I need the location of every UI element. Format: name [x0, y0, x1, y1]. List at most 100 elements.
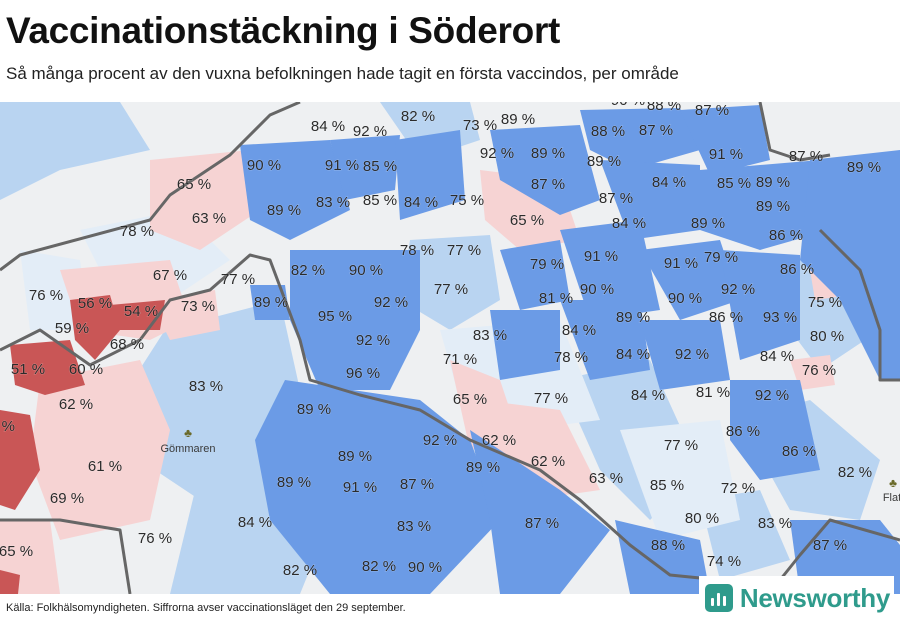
area-percentage-label: 90 %	[408, 559, 442, 576]
area-percentage-label: 82 %	[283, 562, 317, 579]
area-percentage-label: 82 %	[401, 108, 435, 125]
area-percentage-label: 92 %	[675, 346, 709, 363]
area-percentage-label: 77 %	[221, 271, 255, 288]
area-percentage-label: 84 %	[238, 514, 272, 531]
area-percentage-label: 76 %	[802, 362, 836, 379]
area-percentage-label: 95 %	[318, 308, 352, 325]
area-percentage-label: 78 %	[120, 223, 154, 240]
brand-name: Newsworthy	[739, 582, 890, 613]
area-percentage-label: 87 %	[400, 476, 434, 493]
area-percentage-label: 82 %	[362, 558, 396, 575]
area-percentage-label: 87 %	[531, 176, 565, 193]
area-percentage-label: 91 %	[664, 255, 698, 272]
area-percentage-label: 85 %	[363, 192, 397, 209]
area-percentage-label: 92 %	[480, 145, 514, 162]
very-low-coverage-areas	[0, 295, 165, 594]
border-line	[758, 102, 831, 162]
area-percentage-label: 84 %	[616, 346, 650, 363]
area-percentage-label: 89 %	[267, 202, 301, 219]
area-percentage-label: 72 %	[721, 480, 755, 497]
area-percentage-label: 79 %	[530, 256, 564, 273]
area-percentage-label: 91 %	[343, 479, 377, 496]
map-canvas: 84 % 92 %82 %73 % 89 %88 % 87 %87 %88 %90 %…	[0, 102, 900, 594]
area-percentage-label: 59 %	[55, 320, 89, 337]
area-percentage-label: 91 %	[325, 157, 359, 174]
area-percentage-label: 89 %	[501, 111, 535, 128]
place-gommaren: ♣ Gömmaren	[160, 426, 215, 455]
area-percentage-label: 86 %	[709, 309, 743, 326]
area-percentage-label: 56 %	[78, 295, 112, 312]
area-percentage-label: 85 %	[363, 158, 397, 175]
area-percentage-label: 89 %	[616, 309, 650, 326]
area-percentage-label: 75 %	[450, 192, 484, 209]
area-percentage-label: 90 %	[580, 281, 614, 298]
area-percentage-label: 89 %	[691, 215, 725, 232]
area-percentage-label: 75 %	[808, 294, 842, 311]
area-percentage-label: 85 %	[717, 175, 751, 192]
area-percentage-label: 83 %	[397, 518, 431, 535]
area-percentage-label: 92 %	[356, 332, 390, 349]
area-percentage-label: 87 %	[639, 122, 673, 139]
area-percentage-label: 89 %	[847, 159, 881, 176]
tree-icon: ♣	[184, 426, 192, 440]
area-percentage-label: 84 %	[760, 348, 794, 365]
area-percentage-label: 88 %	[591, 123, 625, 140]
area-percentage-label: 87 %	[813, 537, 847, 554]
map-subtitle: Så många procent av den vuxna befolkning…	[6, 64, 679, 83]
area-percentage-label: 92 %	[721, 281, 755, 298]
source-note: Källa: Folkhälsomyndigheten. Siffrorna a…	[6, 602, 406, 614]
area-percentage-label: 73 %	[463, 117, 497, 134]
area-percentage-label: 87 %	[695, 102, 729, 119]
area-percentage-label: 89 %	[587, 153, 621, 170]
area-percentage-label: 83 %	[189, 378, 223, 395]
area-percentage-label: 87 %	[525, 515, 559, 532]
area-percentage-label: 89 %	[338, 448, 372, 465]
very-high-coverage-areas	[240, 105, 900, 594]
area-percentage-label: 84 %	[652, 174, 686, 191]
area-percentage-label: 63 %	[589, 470, 623, 487]
area-percentage-label: 65 %	[0, 543, 33, 560]
area-percentage-label: 86 %	[726, 423, 760, 440]
area-percentage-label: 90 %	[247, 157, 281, 174]
area-percentage-label: 82 %	[838, 464, 872, 481]
area-percentage-label: 65 %	[453, 391, 487, 408]
area-percentage-label: 62 %	[59, 396, 93, 413]
area-percentage-label: 84 %	[562, 322, 596, 339]
area-percentage-label: 83 %	[473, 327, 507, 344]
area-percentage-label: 65 %	[177, 176, 211, 193]
area-percentage-label: 79 %	[704, 249, 738, 266]
tree-icon: ♣	[889, 476, 897, 490]
area-percentage-label: 92 %	[423, 432, 457, 449]
area-percentage-label: 76 %	[29, 287, 63, 304]
area-percentage-label: 88 %	[647, 102, 681, 114]
area-percentage-label: 89 %	[466, 459, 500, 476]
area-percentage-label: 68 %	[110, 336, 144, 353]
area-percentage-label: 89 %	[756, 174, 790, 191]
area-percentage-label: 80 %	[810, 328, 844, 345]
area-percentage-label: 83 %	[758, 515, 792, 532]
area-percentage-label: 69 %	[50, 490, 84, 507]
area-percentage-label: 92 %	[755, 387, 789, 404]
place-label: Gömmaren	[160, 443, 215, 455]
area-percentage-label: 91 %	[709, 146, 743, 163]
area-percentage-label: 65 %	[510, 212, 544, 229]
area-percentage-label: 86 %	[782, 443, 816, 460]
area-percentage-label: 84 %	[311, 118, 345, 135]
area-percentage-label: 84 %	[612, 215, 646, 232]
area-percentage-label: 81 %	[539, 290, 573, 307]
area-percentage-label: 88 %	[651, 537, 685, 554]
area-percentage-label: 71 %	[443, 351, 477, 368]
area-percentage-label: 78 %	[554, 349, 588, 366]
area-percentage-label: 87 %	[599, 190, 633, 207]
area-percentage-label: 89 %	[756, 198, 790, 215]
area-percentage-label: 86 %	[769, 227, 803, 244]
area-percentage-label: 54 %	[124, 303, 158, 320]
brand-logo: Newsworthy	[698, 576, 894, 618]
area-percentage-label: 76 %	[138, 530, 172, 547]
area-percentage-label: 87 %	[789, 148, 823, 165]
area-percentage-label: 89 %	[254, 294, 288, 311]
area-percentage-label: 51 %	[11, 361, 45, 378]
area-percentage-label: 9 %	[0, 418, 15, 435]
area-percentage-label: 80 %	[685, 510, 719, 527]
area-percentage-label: 67 %	[153, 267, 187, 284]
